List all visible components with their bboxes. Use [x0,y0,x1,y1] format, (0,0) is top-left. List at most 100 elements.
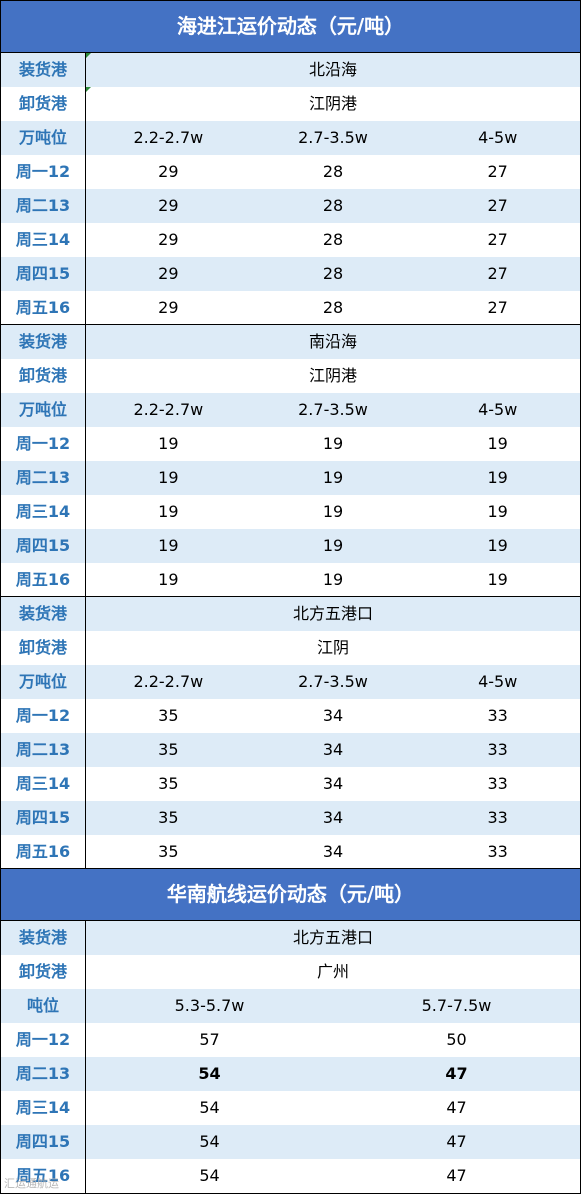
unload-port-value: 江阴 [316,638,349,657]
rate-cell: 28 [322,162,344,181]
rate-cell: 34 [322,808,344,827]
tonnage-header: 5.7-7.5w [421,996,492,1015]
unload-port-label: 卸货港 [1,359,86,393]
rate-cell: 34 [322,774,344,793]
unload-port-value: 江阴港 [308,366,357,385]
day-label: 周一12 [1,699,86,733]
rate-cell: 47 [446,1098,467,1117]
rate-cell: 33 [487,774,508,793]
row-cells: 54 47 [86,1159,580,1193]
row-cells: 19 19 19 [86,529,580,563]
rate-cell: 27 [487,298,508,317]
rate-cell: 19 [158,536,179,555]
rate-cell: 19 [487,502,508,521]
day-label: 周一12 [1,155,86,189]
table-row: 卸货港 广州 [1,955,580,989]
row-cells: 19 19 19 [86,461,580,495]
rate-cell: 19 [158,570,179,589]
table-row: 周一12 19 19 19 [1,427,580,461]
table-row: 周四15 54 47 [1,1125,580,1159]
day-label: 周三14 [1,223,86,257]
rate-cell: 19 [158,502,179,521]
row-cells: 南沿海 [86,325,580,359]
rate-cell: 19 [487,468,508,487]
rate-cell: 28 [322,230,344,249]
rate-cell: 19 [322,536,344,555]
load-port-label: 装货港 [1,921,86,955]
row-cells: 29 28 27 [86,189,580,223]
row-cells: 2.2-2.7w 2.7-3.5w 4-5w [86,393,580,427]
load-port-label: 装货港 [1,325,86,359]
table-row: 万吨位 2.2-2.7w 2.7-3.5w 4-5w [1,665,580,699]
rate-cell: 28 [322,298,344,317]
rate-cell: 54 [198,1064,221,1083]
unload-port-label: 卸货港 [1,955,86,989]
rate-cell: 35 [158,740,179,759]
row-cells: 江阴 [86,631,580,665]
load-port-label: 装货港 [1,597,86,631]
rate-cell: 33 [487,842,508,861]
rate-cell: 35 [158,774,179,793]
day-label: 周二13 [1,733,86,767]
rate-cell: 33 [487,740,508,759]
rate-cell: 27 [487,196,508,215]
table-row: 装货港 北方五港口 [1,597,580,631]
row-cells: 54 47 [86,1091,580,1125]
row-cells: 54 47 [86,1125,580,1159]
rate-cell: 19 [322,502,344,521]
unload-port-value: 广州 [316,962,349,981]
row-cells: 广州 [86,955,580,989]
table-row: 装货港 北沿海 [1,53,580,87]
rate-cell: 54 [199,1098,220,1117]
watermark: 汇运通航运 [4,1177,59,1190]
table-row: 周一12 35 34 33 [1,699,580,733]
rate-cell: 19 [158,468,179,487]
rate-cell: 29 [158,162,179,181]
day-label: 周五16 [1,291,86,324]
section1-title: 海进江运价动态（元/吨） [1,1,580,53]
row-cells: 35 34 33 [86,835,580,868]
rate-cell: 35 [158,842,179,861]
table-row: 卸货港 江阴 [1,631,580,665]
day-label: 周四15 [1,801,86,835]
row-cells: 北方五港口 [86,597,580,631]
table-row: 周四15 29 28 27 [1,257,580,291]
unload-port-label: 卸货港 [1,631,86,665]
tonnage-header: 2.7-3.5w [298,400,368,419]
rate-cell: 19 [322,468,344,487]
row-cells: 35 34 33 [86,699,580,733]
tonnage-header: 2.7-3.5w [298,672,368,691]
table-row: 装货港 北方五港口 [1,921,580,955]
table-row: 周二13 29 28 27 [1,189,580,223]
section2-title: 华南航线运价动态（元/吨） [1,869,580,921]
unload-port-value: 江阴港 [308,94,357,113]
table-row: 万吨位 2.2-2.7w 2.7-3.5w 4-5w [1,121,580,155]
day-label: 周四15 [1,1125,86,1159]
row-cells: 54 47 [86,1057,580,1091]
row-cells: 29 28 27 [86,155,580,189]
rate-cell: 57 [199,1030,220,1049]
rate-cell: 33 [487,706,508,725]
table-row: 吨位 5.3-5.7w 5.7-7.5w [1,989,580,1023]
tonnage-header: 2.2-2.7w [133,672,204,691]
day-label: 周五16 [1,563,86,596]
table-row: 周四15 19 19 19 [1,529,580,563]
rate-cell: 29 [158,264,179,283]
day-label: 周二13 [1,461,86,495]
table-row: 周三14 35 34 33 [1,767,580,801]
tonnage-header: 4-5w [478,400,518,419]
day-label: 周五16 [1,835,86,868]
section2-body: 装货港 北方五港口 卸货港 广州吨位 5.3-5.7w 5.7-7.5w 周一12 57 50 周… [1,921,580,1193]
day-label: 周三14 [1,495,86,529]
cell-comment-marker [86,53,91,58]
day-label: 周三14 [1,767,86,801]
table-row: 周四15 35 34 33 [1,801,580,835]
table-row: 卸货港 江阴港 [1,359,580,393]
table-row: 万吨位 2.2-2.7w 2.7-3.5w 4-5w [1,393,580,427]
rate-cell: 33 [487,808,508,827]
tonnage-header: 4-5w [478,128,518,147]
row-cells: 19 19 19 [86,495,580,529]
rate-cell: 29 [158,298,179,317]
table-row: 周一12 57 50 [1,1023,580,1057]
